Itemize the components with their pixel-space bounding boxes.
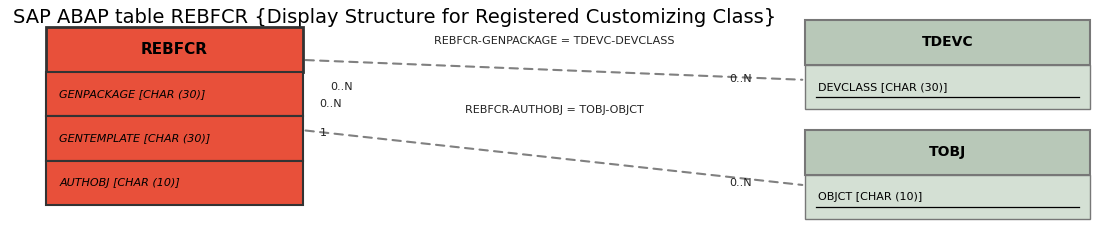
Text: REBFCR-AUTHOBJ = TOBJ-OBJCT: REBFCR-AUTHOBJ = TOBJ-OBJCT xyxy=(464,105,643,115)
Text: AUTHOBJ [CHAR (10)]: AUTHOBJ [CHAR (10)] xyxy=(59,178,180,188)
Text: 0..N: 0..N xyxy=(730,74,752,84)
Text: REBFCR: REBFCR xyxy=(141,42,208,57)
FancyBboxPatch shape xyxy=(805,65,1090,109)
Text: REBFCR-GENPACKAGE = TDEVC-DEVCLASS: REBFCR-GENPACKAGE = TDEVC-DEVCLASS xyxy=(434,36,674,46)
FancyBboxPatch shape xyxy=(46,27,303,72)
Text: 0..N: 0..N xyxy=(320,100,342,109)
FancyBboxPatch shape xyxy=(805,175,1090,219)
Text: TOBJ: TOBJ xyxy=(929,146,966,160)
FancyBboxPatch shape xyxy=(46,116,303,161)
Text: 1: 1 xyxy=(320,128,327,137)
Text: 0..N: 0..N xyxy=(331,82,354,92)
Text: TDEVC: TDEVC xyxy=(922,35,974,49)
Text: SAP ABAP table REBFCR {Display Structure for Registered Customizing Class}: SAP ABAP table REBFCR {Display Structure… xyxy=(12,9,775,27)
FancyBboxPatch shape xyxy=(805,20,1090,65)
Text: 0..N: 0..N xyxy=(730,178,752,188)
FancyBboxPatch shape xyxy=(46,161,303,205)
Text: OBJCT [CHAR (10)]: OBJCT [CHAR (10)] xyxy=(818,192,923,202)
Text: GENPACKAGE [CHAR (30)]: GENPACKAGE [CHAR (30)] xyxy=(59,89,206,99)
FancyBboxPatch shape xyxy=(805,130,1090,175)
Text: GENTEMPLATE [CHAR (30)]: GENTEMPLATE [CHAR (30)] xyxy=(59,133,210,143)
FancyBboxPatch shape xyxy=(46,72,303,116)
Text: DEVCLASS [CHAR (30)]: DEVCLASS [CHAR (30)] xyxy=(818,82,948,92)
